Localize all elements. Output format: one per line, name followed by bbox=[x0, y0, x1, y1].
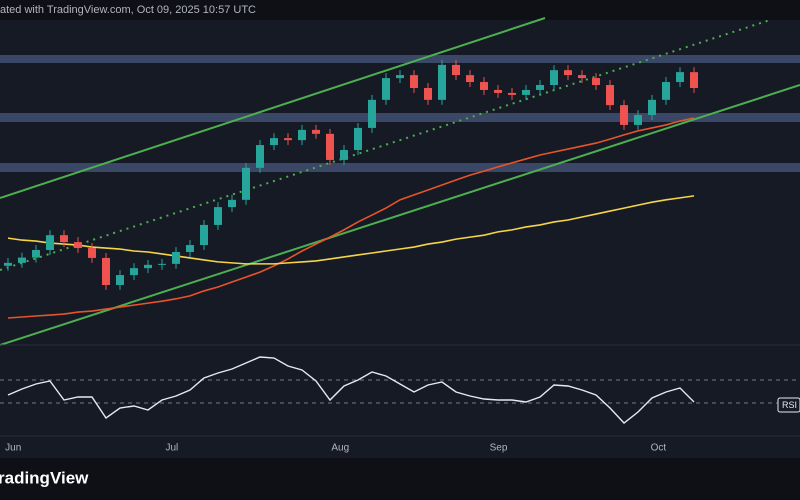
candle-body bbox=[59, 235, 68, 243]
channel-line bbox=[0, 84, 800, 346]
x-tick-label: Oct bbox=[651, 443, 667, 454]
candle-body bbox=[466, 75, 475, 83]
candle-body bbox=[199, 224, 208, 246]
candle-body bbox=[367, 99, 376, 128]
candle-body bbox=[381, 78, 390, 100]
rsi-label-box bbox=[777, 397, 800, 413]
candle-body bbox=[129, 268, 138, 276]
plot: Jun Jul Aug Sep Oct RSI bbox=[3, 59, 800, 454]
candle-body bbox=[522, 89, 531, 95]
zone bbox=[0, 55, 800, 63]
candle-body bbox=[143, 264, 152, 269]
zone bbox=[0, 163, 800, 172]
candle-body bbox=[606, 85, 615, 106]
candle-body bbox=[634, 115, 643, 125]
x-tick-label: Sep bbox=[490, 443, 508, 454]
logo: radingView bbox=[0, 468, 89, 487]
candle-body bbox=[690, 72, 699, 88]
rsi-line bbox=[7, 356, 695, 424]
x-tick-label: Aug bbox=[331, 443, 349, 454]
candle-body bbox=[550, 70, 559, 86]
candle-body bbox=[3, 262, 12, 266]
candle-body bbox=[45, 235, 54, 251]
zone bbox=[0, 113, 800, 122]
candle-body bbox=[283, 138, 292, 141]
moving-average bbox=[7, 195, 695, 265]
candle-body bbox=[297, 129, 306, 141]
candle-body bbox=[213, 207, 222, 225]
candle-body bbox=[73, 242, 82, 249]
candle-body bbox=[87, 248, 96, 258]
candle-body bbox=[578, 75, 587, 79]
header-text: ated with TradingView.com, Oct 09, 2025 … bbox=[0, 4, 256, 16]
candle-body bbox=[185, 245, 194, 252]
candle-body bbox=[353, 127, 362, 151]
channel-midline bbox=[0, 19, 771, 271]
candle-body bbox=[157, 263, 166, 265]
candle-body bbox=[255, 145, 264, 168]
candle-body bbox=[396, 75, 404, 79]
candle-body bbox=[452, 64, 461, 76]
candle-body bbox=[339, 150, 348, 160]
rsi-label: RSI bbox=[782, 400, 797, 410]
candle-body bbox=[480, 82, 489, 90]
candle-body bbox=[241, 167, 250, 200]
candle-body bbox=[508, 92, 517, 95]
candle-body bbox=[115, 275, 124, 285]
candle-body bbox=[410, 75, 419, 88]
moving-average bbox=[7, 117, 695, 319]
candle-body bbox=[227, 199, 236, 208]
x-tick-label: Jun bbox=[5, 443, 21, 454]
candle-body bbox=[494, 89, 503, 93]
candle-body bbox=[620, 105, 629, 125]
candle-body bbox=[171, 251, 180, 264]
candle-body bbox=[31, 250, 40, 258]
candle-body bbox=[17, 257, 26, 263]
header-bar bbox=[0, 0, 800, 20]
candle-body bbox=[564, 70, 573, 76]
candle-body bbox=[676, 72, 685, 83]
candle-body bbox=[325, 133, 334, 160]
candle-body bbox=[269, 138, 278, 146]
candle-body bbox=[438, 64, 447, 100]
candle-body bbox=[101, 257, 110, 285]
channel-line bbox=[0, 17, 546, 199]
candle-body bbox=[648, 99, 657, 116]
candle-body bbox=[592, 78, 601, 86]
candle-body bbox=[536, 85, 545, 90]
x-tick-label: Jul bbox=[165, 443, 178, 454]
candle-body bbox=[662, 82, 671, 100]
candle-body bbox=[311, 129, 320, 134]
footer-bar bbox=[0, 458, 800, 500]
candle-body bbox=[424, 87, 433, 100]
